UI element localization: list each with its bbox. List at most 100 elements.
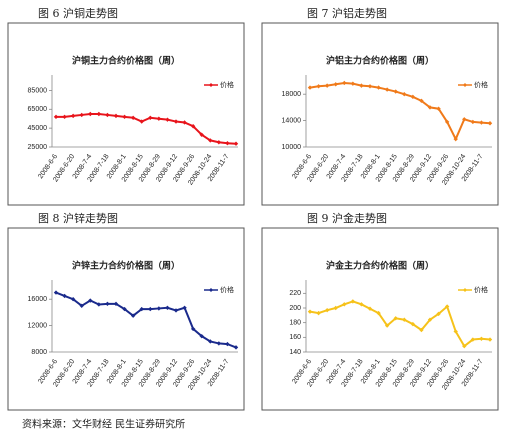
price-line <box>55 291 237 349</box>
source-note: 资料来源：文华财经 民生证券研究所 <box>22 418 185 431</box>
marker <box>122 114 127 120</box>
legend-marker <box>463 83 467 87</box>
y-tick-label: 16000 <box>28 296 48 303</box>
marker <box>419 98 424 103</box>
marker <box>53 114 59 120</box>
y-tick-label: 65000 <box>28 106 48 113</box>
legend-label: 价格 <box>474 285 488 294</box>
figure-caption: 图 9 沪金走势图 <box>307 211 387 225</box>
marker <box>165 305 170 310</box>
marker <box>70 113 76 119</box>
marker <box>316 310 321 316</box>
marker <box>333 82 338 87</box>
marker <box>208 339 213 344</box>
marker <box>122 306 127 312</box>
legend-marker <box>209 83 213 87</box>
legend-marker <box>209 288 213 292</box>
marker <box>384 323 390 328</box>
marker <box>376 310 381 316</box>
marker <box>307 85 313 90</box>
marker <box>427 105 433 110</box>
marker <box>208 138 213 143</box>
marker <box>393 89 398 94</box>
marker <box>139 306 144 312</box>
chart-title: 沪金主力合约价格图（周） <box>326 260 434 272</box>
marker <box>199 132 204 137</box>
marker <box>53 290 59 295</box>
legend-label: 价格 <box>474 80 488 89</box>
marker <box>436 311 441 317</box>
marker <box>350 299 356 304</box>
marker <box>165 117 170 122</box>
price-line <box>56 113 237 145</box>
marker <box>393 316 398 321</box>
marker <box>359 302 364 307</box>
marker <box>105 301 110 307</box>
marker <box>487 121 493 126</box>
marker <box>182 120 187 125</box>
y-tick-label: 180 <box>289 320 301 327</box>
marker <box>470 119 476 125</box>
marker <box>367 84 373 89</box>
marker <box>233 345 239 350</box>
marker <box>173 119 179 124</box>
marker <box>233 141 239 146</box>
y-tick-label: 85000 <box>28 87 48 94</box>
marker <box>199 333 204 339</box>
chart-frame <box>261 22 499 206</box>
marker <box>342 302 347 307</box>
y-tick-label: 12000 <box>28 322 48 329</box>
y-tick-label: 220 <box>289 290 301 297</box>
marker <box>113 301 119 307</box>
marker <box>470 337 476 342</box>
y-tick-label: 25000 <box>28 144 48 151</box>
marker <box>453 136 458 142</box>
price-line <box>309 300 491 348</box>
marker <box>410 321 416 327</box>
marker <box>487 337 493 342</box>
price-line <box>309 81 491 142</box>
marker <box>410 94 416 100</box>
legend-marker <box>463 288 467 292</box>
marker <box>96 302 102 307</box>
marker <box>333 305 338 311</box>
marker <box>148 115 153 120</box>
marker <box>139 119 144 124</box>
marker <box>307 309 313 314</box>
marker <box>148 306 153 312</box>
marker <box>462 117 467 122</box>
marker <box>62 114 67 120</box>
y-tick-label: 140 <box>289 349 301 356</box>
y-tick-label: 200 <box>289 305 301 312</box>
marker <box>453 329 458 334</box>
marker <box>130 313 136 318</box>
figure-caption: 图 6 沪铜走势图 <box>38 6 118 20</box>
marker <box>419 327 424 333</box>
figure-caption: 图 8 沪锌走势图 <box>38 211 118 225</box>
chart-title: 沪铝主力合约价格图（周） <box>326 55 434 67</box>
marker <box>350 81 356 86</box>
chart-frame <box>261 227 499 411</box>
marker <box>225 141 230 146</box>
marker <box>444 304 450 309</box>
marker <box>479 336 484 342</box>
marker <box>225 341 230 347</box>
marker <box>316 84 321 89</box>
figure-caption: 图 7 沪铝走势图 <box>307 6 387 20</box>
marker <box>88 111 93 117</box>
chart-title: 沪铜主力合约价格图（周） <box>72 55 180 67</box>
marker <box>427 317 433 322</box>
y-tick-label: 18000 <box>282 91 302 98</box>
marker <box>216 341 222 346</box>
marker <box>182 305 187 310</box>
marker <box>444 119 450 125</box>
marker <box>105 112 110 118</box>
marker <box>130 115 136 120</box>
marker <box>359 83 364 88</box>
marker <box>479 120 484 125</box>
y-tick-label: 8000 <box>31 349 47 356</box>
marker <box>70 297 76 302</box>
marker <box>156 306 162 311</box>
marker <box>216 140 222 145</box>
chart-frame <box>7 227 245 411</box>
